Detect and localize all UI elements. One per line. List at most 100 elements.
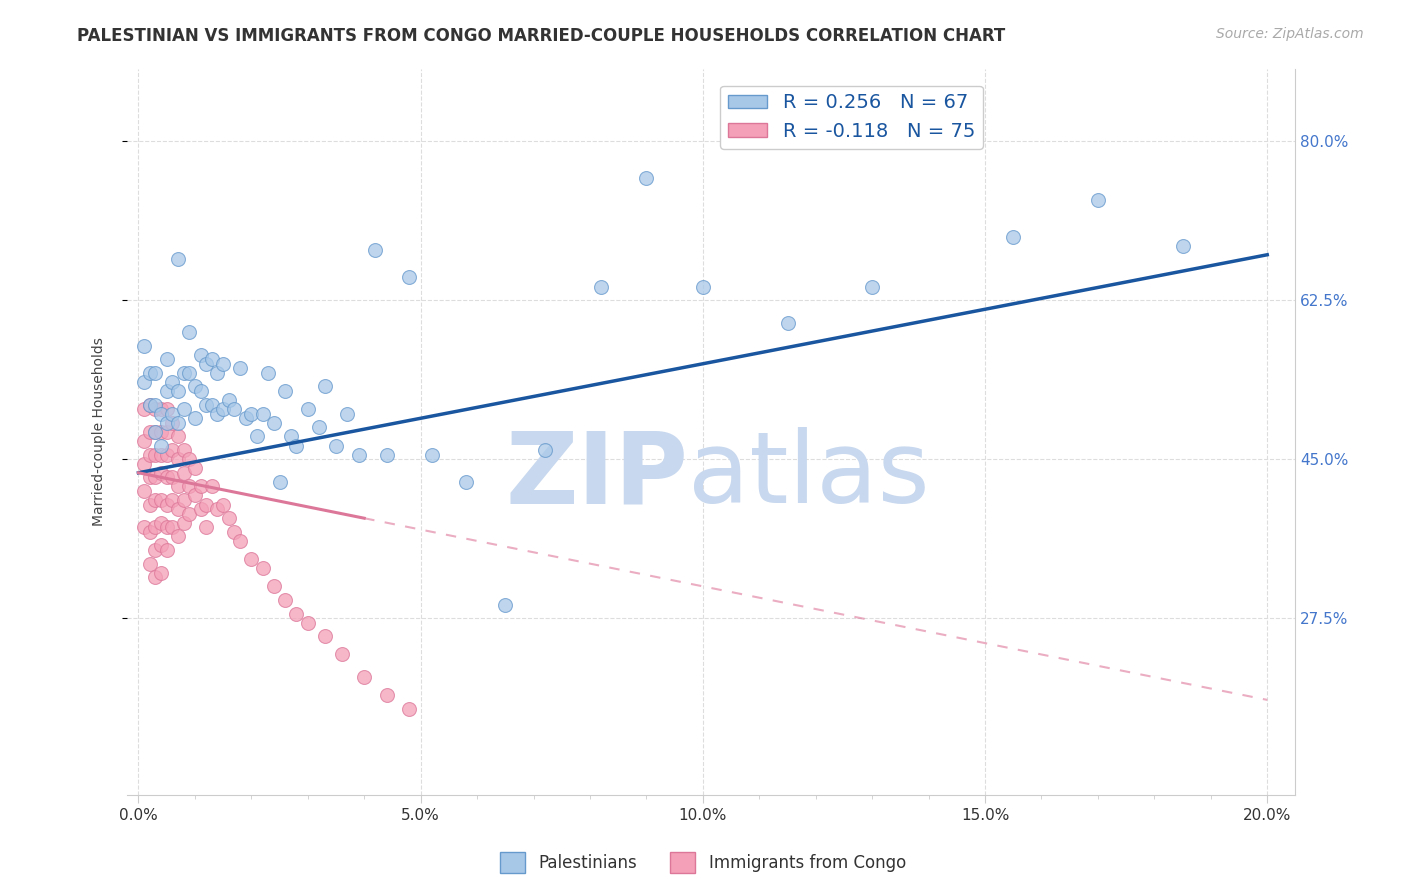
Point [252, 407, 274, 421]
Point [145, 398, 167, 412]
Point [274, 384, 297, 398]
Y-axis label: Married-couple Households: Married-couple Households [93, 337, 107, 526]
Point [173, 466, 195, 480]
Point [314, 379, 336, 393]
Point [139, 425, 162, 439]
Point [150, 516, 173, 530]
Point [167, 502, 190, 516]
Point [162, 470, 184, 484]
Point [145, 493, 167, 508]
Point [325, 438, 347, 452]
Point [132, 434, 155, 448]
Point [224, 524, 246, 539]
Point [190, 384, 212, 398]
Point [207, 366, 229, 380]
Point [353, 670, 375, 684]
Point [156, 520, 179, 534]
Point [1171, 238, 1194, 252]
Point [190, 502, 212, 516]
Point [375, 689, 398, 703]
Point [274, 593, 297, 607]
Point [420, 448, 443, 462]
Point [179, 366, 201, 380]
Point [533, 443, 555, 458]
Point [162, 493, 184, 508]
Point [201, 398, 224, 412]
Point [195, 398, 218, 412]
Point [201, 479, 224, 493]
Point [139, 524, 162, 539]
Point [132, 457, 155, 471]
Point [263, 579, 285, 593]
Point [207, 407, 229, 421]
Point [139, 366, 162, 380]
Point [776, 316, 799, 330]
Point [167, 252, 190, 267]
Text: atlas: atlas [688, 427, 929, 524]
Point [145, 366, 167, 380]
Point [179, 325, 201, 339]
Point [156, 448, 179, 462]
Point [173, 443, 195, 458]
Point [218, 511, 240, 525]
Point [162, 416, 184, 430]
Point [218, 393, 240, 408]
Point [184, 461, 207, 475]
Point [224, 402, 246, 417]
Point [269, 475, 291, 489]
Point [156, 416, 179, 430]
Point [156, 384, 179, 398]
Point [139, 448, 162, 462]
Point [860, 279, 883, 293]
Point [139, 398, 162, 412]
Point [150, 407, 173, 421]
Point [145, 425, 167, 439]
Point [150, 539, 173, 553]
Point [314, 629, 336, 643]
Point [398, 702, 420, 716]
Point [150, 438, 173, 452]
Point [145, 470, 167, 484]
Text: Source: ZipAtlas.com: Source: ZipAtlas.com [1216, 27, 1364, 41]
Point [364, 244, 387, 258]
Point [235, 411, 257, 425]
Point [308, 420, 330, 434]
Point [195, 357, 218, 371]
Point [336, 407, 359, 421]
Point [167, 452, 190, 467]
Point [145, 425, 167, 439]
Point [347, 448, 370, 462]
Point [145, 402, 167, 417]
Point [150, 425, 173, 439]
Point [179, 507, 201, 521]
Point [156, 543, 179, 558]
Point [139, 398, 162, 412]
Point [173, 366, 195, 380]
Point [195, 520, 218, 534]
Point [229, 361, 252, 376]
Legend: R = 0.256   N = 67, R = -0.118   N = 75: R = 0.256 N = 67, R = -0.118 N = 75 [720, 86, 983, 149]
Point [145, 570, 167, 584]
Point [150, 566, 173, 580]
Point [297, 615, 319, 630]
Point [156, 402, 179, 417]
Point [285, 607, 308, 621]
Point [263, 416, 285, 430]
Point [173, 493, 195, 508]
Point [132, 375, 155, 389]
Point [285, 438, 308, 452]
Point [162, 407, 184, 421]
Point [150, 448, 173, 462]
Point [145, 543, 167, 558]
Point [132, 338, 155, 352]
Point [297, 402, 319, 417]
Point [184, 379, 207, 393]
Point [156, 425, 179, 439]
Point [179, 452, 201, 467]
Point [692, 279, 714, 293]
Text: ZIP: ZIP [505, 427, 688, 524]
Legend: Palestinians, Immigrants from Congo: Palestinians, Immigrants from Congo [494, 846, 912, 880]
Point [167, 529, 190, 543]
Point [150, 402, 173, 417]
Point [229, 533, 252, 548]
